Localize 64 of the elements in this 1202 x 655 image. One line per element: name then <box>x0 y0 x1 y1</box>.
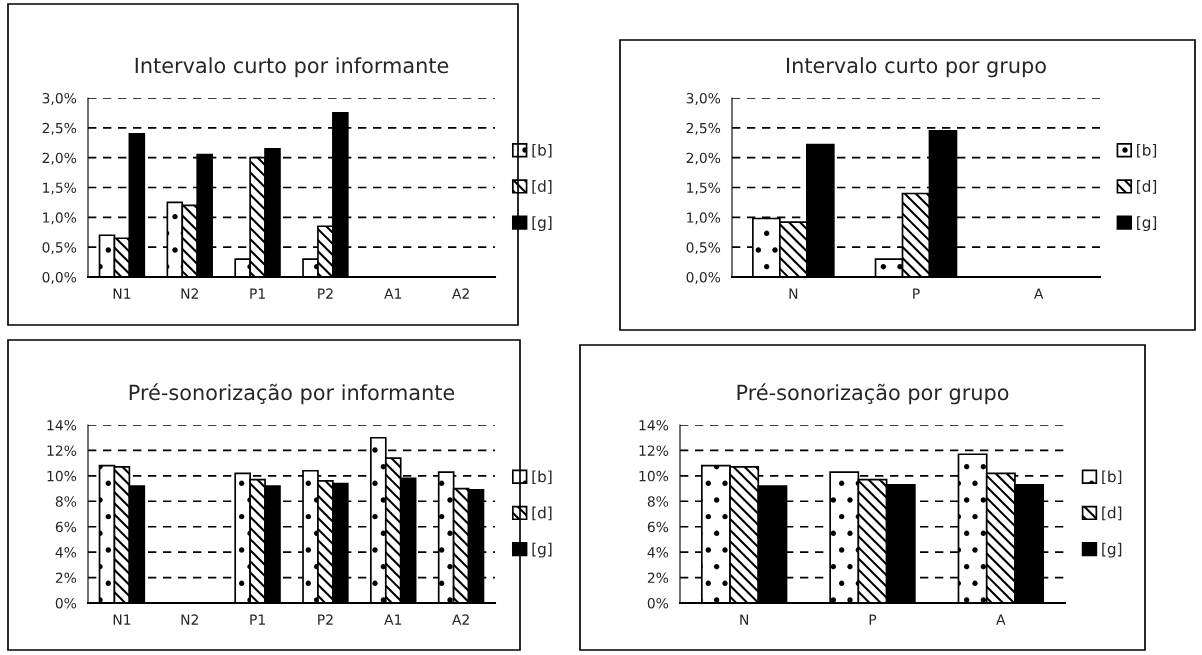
legend-label: [b] <box>1137 143 1157 158</box>
chart-title: Pré-sonorização por grupo <box>737 383 1009 405</box>
chart-title: Intervalo curto por grupo <box>787 57 1046 78</box>
x-tick-label: A <box>996 614 1006 625</box>
legend-label: [d] <box>1102 506 1122 521</box>
x-tick-label: P <box>913 288 920 299</box>
y-tick-label: 2,0% <box>42 152 77 165</box>
y-tick-label: 1,0% <box>43 212 77 225</box>
x-tick-label: N1 <box>113 288 131 299</box>
y-tick-label: 3,0% <box>42 92 77 105</box>
x-tick-label: P2 <box>318 288 333 299</box>
y-tick-label: 2% <box>647 572 669 584</box>
y-tick-label: 10% <box>47 470 77 482</box>
legend-label: [g] <box>1102 542 1122 558</box>
y-tick-label: 0% <box>55 597 77 609</box>
y-tick-label: 10% <box>639 470 669 482</box>
x-tick-label: A <box>1034 288 1044 299</box>
x-tick-label: A1 <box>384 288 402 299</box>
legend-label: [d] <box>532 506 552 521</box>
x-tick-label: N <box>740 614 748 625</box>
y-tick-label: 4% <box>55 547 77 558</box>
y-tick-label: 0,5% <box>686 242 721 255</box>
chart-title: Pré-sonorização por informante <box>129 383 455 405</box>
y-tick-label: 6% <box>55 521 77 533</box>
legend-label: [d] <box>532 180 552 194</box>
y-tick-label: 6% <box>647 521 669 533</box>
y-tick-label: 14% <box>639 419 669 431</box>
x-tick-label: N <box>789 288 798 299</box>
y-tick-label: 2,0% <box>686 152 721 165</box>
y-tick-label: 2,5% <box>686 122 721 135</box>
y-tick-label: 3,0% <box>686 92 721 105</box>
x-tick-label: A2 <box>452 614 469 625</box>
y-tick-label: 4% <box>647 547 669 558</box>
y-tick-label: 2% <box>55 572 77 584</box>
y-tick-label: 2,5% <box>42 122 77 135</box>
chart-title: Intervalo curto por informante <box>135 57 449 78</box>
x-tick-label: N2 <box>181 288 198 299</box>
y-tick-label: 12% <box>639 445 669 456</box>
x-tick-label: N2 <box>181 614 198 625</box>
legend-label: [d] <box>1137 180 1157 194</box>
legend-label: [b] <box>532 470 552 485</box>
x-tick-label: P1 <box>250 288 265 299</box>
x-tick-label: P <box>869 614 877 625</box>
legend-label: [b] <box>532 143 552 158</box>
x-tick-label: N1 <box>113 614 131 625</box>
legend-label: [b] <box>1102 470 1122 485</box>
x-tick-label: A1 <box>384 614 402 625</box>
x-tick-label: P2 <box>318 614 333 625</box>
legend-label: [g] <box>1137 216 1157 232</box>
x-tick-label: A2 <box>452 288 469 299</box>
y-tick-label: 0,0% <box>42 271 77 284</box>
y-tick-label: 8% <box>55 496 77 507</box>
y-tick-label: 0,5% <box>42 242 77 255</box>
legend-label: [g] <box>532 542 552 558</box>
legend-label: [g] <box>532 216 552 232</box>
y-tick-label: 0% <box>647 597 669 609</box>
y-tick-label: 1,5% <box>43 182 77 195</box>
y-tick-label: 0,0% <box>686 271 721 284</box>
x-tick-label: P1 <box>250 614 265 625</box>
y-tick-label: 1,0% <box>687 212 721 225</box>
y-tick-label: 1,5% <box>687 182 721 195</box>
y-tick-label: 14% <box>47 419 77 431</box>
y-tick-label: 12% <box>47 445 77 456</box>
y-tick-label: 8% <box>647 496 669 507</box>
